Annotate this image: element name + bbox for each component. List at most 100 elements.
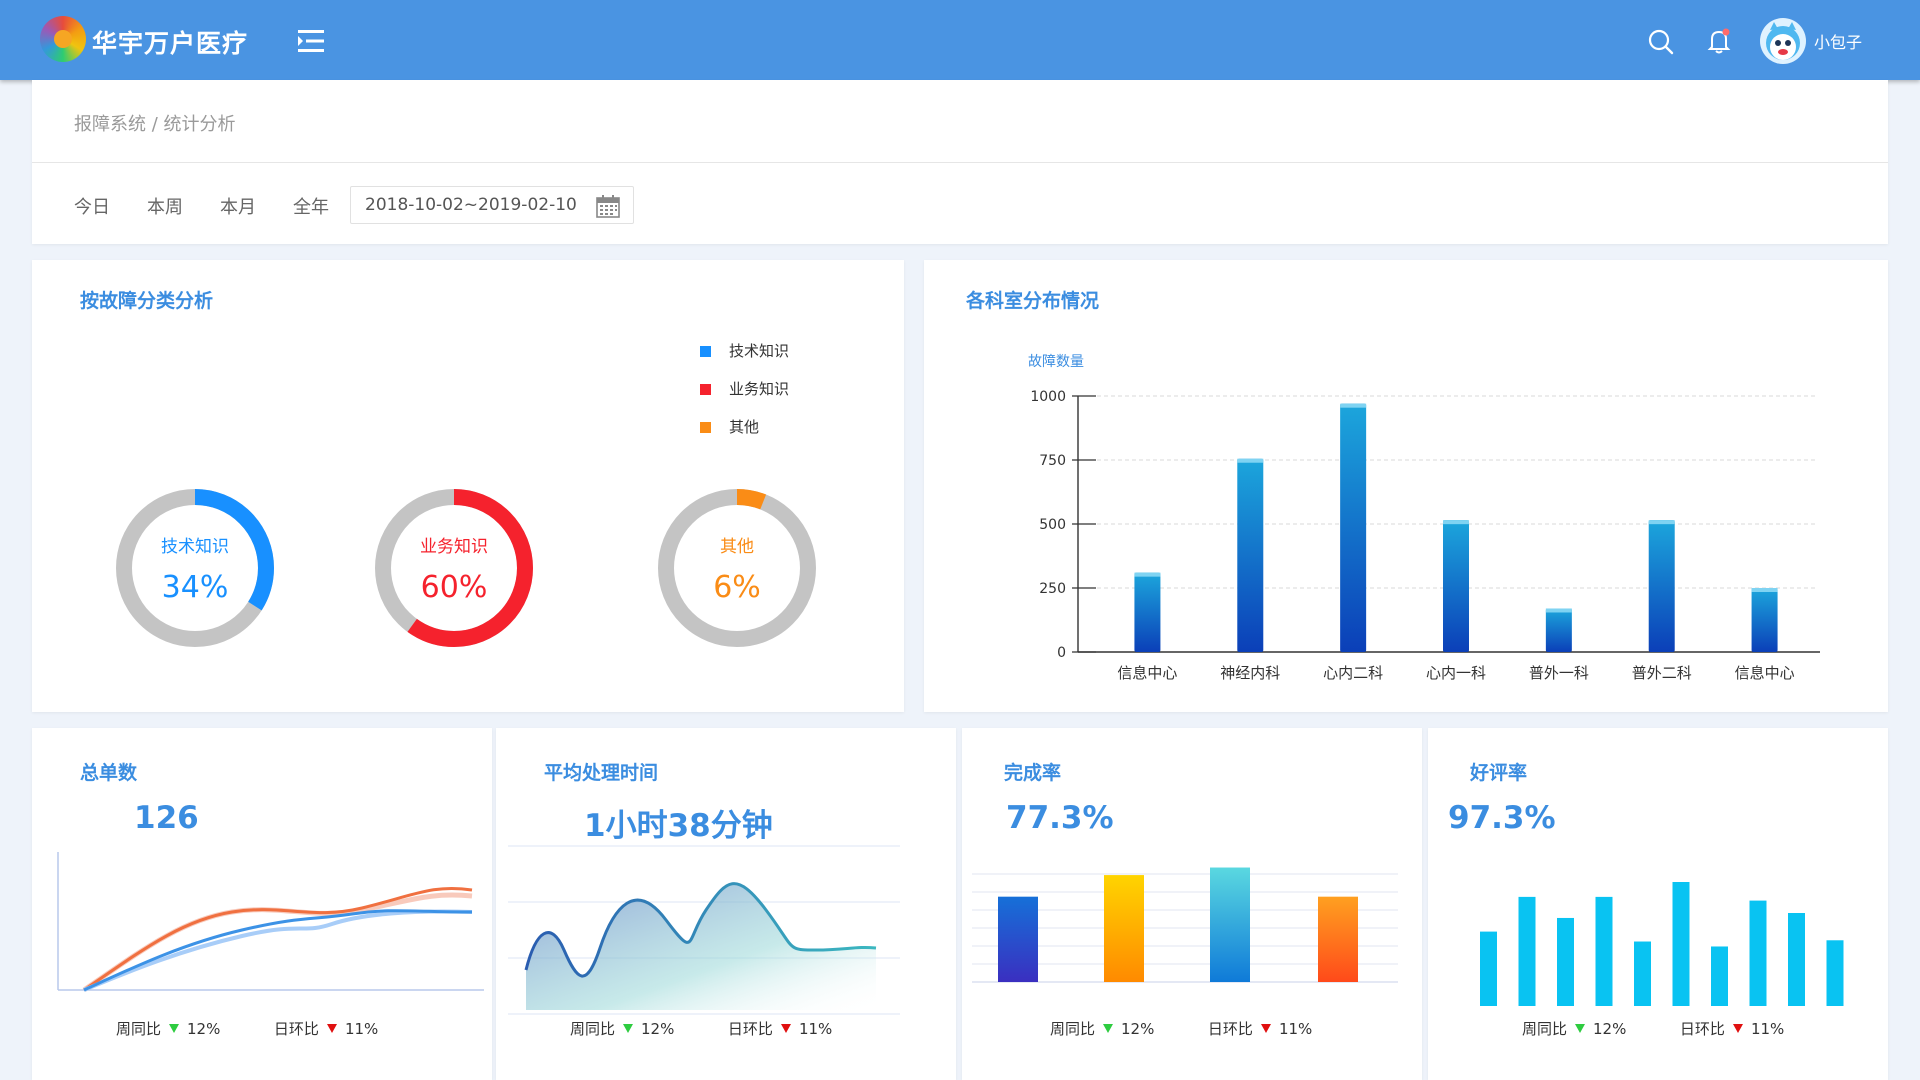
donut-chart-tech: 技术知识 34%: [115, 488, 275, 652]
date-range-picker[interactable]: 2018-10-02~2019-02-10: [350, 186, 634, 224]
bar-普外一科[interactable]: [1545, 608, 1572, 652]
y-tick-label: 0: [1057, 645, 1066, 661]
satisfaction-bar[interactable]: [1749, 900, 1767, 1006]
bar-普外二科[interactable]: [1648, 520, 1675, 652]
legend-item-tech[interactable]: 技术知识: [700, 340, 789, 361]
bar-神经内科[interactable]: [1237, 458, 1264, 652]
legend-label: 其他: [729, 418, 760, 436]
legend-swatch: [700, 422, 711, 433]
filter-week-button[interactable]: 本周: [147, 197, 183, 218]
comparison-row: 周同比 12% 日环比 11%: [1050, 1018, 1312, 1039]
day-compare-value: 11%: [1278, 1020, 1313, 1038]
bar-心内二科[interactable]: [1340, 403, 1367, 652]
x-tick-label: 心内二科: [1323, 664, 1383, 682]
y-tick-label: 250: [1039, 581, 1066, 597]
donut-ring: [658, 489, 816, 647]
card-title: 完成率: [1004, 762, 1062, 784]
bar-信息中心[interactable]: [1751, 588, 1778, 652]
donut-chart-other: 其他 6%: [657, 488, 817, 652]
x-tick-label: 信息中心: [1117, 664, 1177, 682]
satisfaction-rate-card: 好评率 97.3% 周同比 12% 日环比 11%: [1428, 728, 1888, 1080]
week-compare-value: 12%: [187, 1020, 221, 1038]
legend-label: 技术知识: [729, 342, 790, 360]
calendar-icon[interactable]: [595, 193, 621, 219]
satisfaction-rate-value: 97.3%: [1448, 800, 1556, 836]
day-compare-value: 11%: [1750, 1020, 1785, 1038]
donut-value: 60%: [420, 570, 488, 605]
week-compare-value: 12%: [1593, 1020, 1627, 1038]
satisfaction-bar[interactable]: [1557, 917, 1574, 1006]
down-arrow-icon: [1103, 1024, 1114, 1033]
trend-line-light-blue: [83, 909, 473, 992]
donut-value: 6%: [713, 570, 761, 605]
legend-swatch: [700, 384, 711, 395]
date-range-value: 2018-10-02~2019-02-10: [365, 195, 577, 215]
bar-心内一科[interactable]: [1443, 520, 1469, 652]
completion-bar[interactable]: [1210, 867, 1250, 982]
down-arrow-icon: [326, 1024, 337, 1033]
week-compare-label: 周同比: [1050, 1020, 1096, 1038]
satisfaction-bar[interactable]: [1518, 896, 1536, 1006]
avatar-character-icon: [1766, 22, 1800, 60]
satisfaction-bar[interactable]: [1595, 896, 1613, 1006]
department-bar-chart: 故障数量 0 250 500 750 1000 信息中心 神经内科 心内二科 心内一科 普外一科…: [1028, 354, 1820, 682]
down-arrow-icon: [1732, 1024, 1743, 1033]
x-tick-label: 心内一科: [1426, 664, 1486, 682]
down-arrow-icon: [623, 1024, 634, 1033]
y-tick-label: 1000: [1030, 389, 1066, 405]
card-title: 各科室分布情况: [966, 290, 1100, 312]
notification-bell-icon[interactable]: [1704, 26, 1734, 56]
menu-toggle-icon[interactable]: [292, 26, 328, 56]
satisfaction-bar[interactable]: [1711, 946, 1728, 1006]
filter-panel: 报障系统 / 统计分析 今日 本周 本月 全年 2018-10-02~2019-…: [32, 80, 1888, 244]
legend-label: 业务知识: [729, 380, 790, 398]
satisfaction-bar[interactable]: [1480, 931, 1497, 1006]
user-name[interactable]: 小包子: [1814, 33, 1863, 52]
user-avatar[interactable]: [1760, 18, 1806, 64]
filter-month-button[interactable]: 本月: [220, 197, 256, 218]
satisfaction-bar[interactable]: [1826, 940, 1844, 1006]
week-compare-value: 12%: [641, 1020, 675, 1038]
search-icon[interactable]: [1646, 27, 1676, 57]
top-header-bar: 华宇万户医疗 小包子: [0, 0, 1920, 80]
down-arrow-icon: [169, 1024, 180, 1033]
bar-top-highlight: [1751, 588, 1778, 592]
average-processing-time-card: 平均处理时间 1小时38分钟 周同比 12% 日环比 11%: [496, 728, 956, 1080]
completion-bar[interactable]: [998, 896, 1038, 982]
card-title: 好评率: [1470, 762, 1528, 784]
donut-label: 业务知识: [420, 537, 488, 557]
avg-time-value: 1小时38分钟: [584, 808, 773, 844]
satisfaction-bar[interactable]: [1672, 882, 1690, 1006]
x-tick-label: 普外一科: [1529, 664, 1589, 682]
donut-ring: [116, 489, 274, 647]
day-compare-label: 日环比: [273, 1020, 319, 1038]
app-logo: [40, 16, 86, 62]
filter-today-button[interactable]: 今日: [74, 197, 110, 218]
down-arrow-icon: [1575, 1024, 1586, 1033]
donut-label: 技术知识: [161, 537, 229, 557]
completion-bar[interactable]: [1104, 875, 1144, 982]
card-title: 平均处理时间: [544, 762, 659, 784]
bar-信息中心[interactable]: [1134, 572, 1161, 652]
satisfaction-bar-chart: [1480, 882, 1844, 1006]
completion-bar-chart: [972, 867, 1398, 983]
filter-year-button[interactable]: 全年: [293, 197, 329, 218]
completion-rate-value: 77.3%: [1006, 800, 1114, 836]
week-compare-label: 周同比: [116, 1020, 162, 1038]
donut-value: 34%: [161, 570, 229, 605]
card-title: 按故障分类分析: [80, 290, 214, 312]
total-orders-card: 总单数 126 周同比 12% 日环比 11%: [32, 728, 492, 1080]
satisfaction-bar[interactable]: [1788, 913, 1805, 1006]
comparison-row: 周同比 12% 日环比 11%: [1522, 1018, 1784, 1039]
donut-label: 其他: [720, 537, 754, 557]
x-tick-label: 神经内科: [1220, 664, 1280, 682]
week-compare-label: 周同比: [570, 1020, 616, 1038]
wave-line: [524, 882, 877, 978]
satisfaction-bar[interactable]: [1634, 941, 1651, 1006]
legend-item-other[interactable]: 其他: [700, 416, 759, 437]
breadcrumb: 报障系统 / 统计分析: [74, 114, 236, 135]
completion-bar[interactable]: [1318, 896, 1358, 982]
legend-item-business[interactable]: 业务知识: [700, 378, 789, 399]
trend-line-orange: [83, 886, 473, 992]
total-orders-value: 126: [134, 800, 199, 836]
